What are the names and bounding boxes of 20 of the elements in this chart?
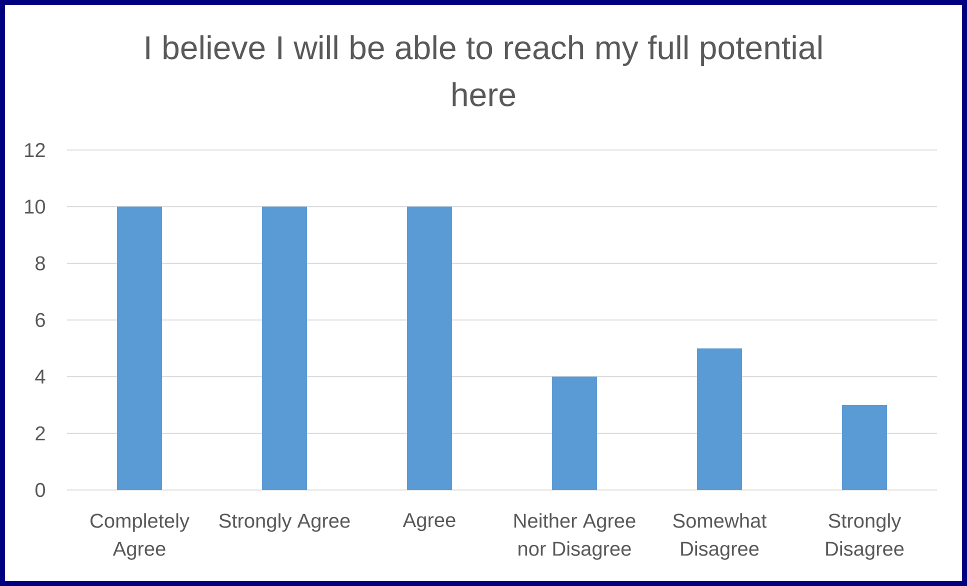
y-tick-label: 12 [25, 143, 45, 157]
y-tick-label: 8 [36, 256, 45, 270]
chart-title: I believe I will be able to reach my full potential here [146, 35, 822, 106]
y-tick-label: 6 [36, 312, 45, 328]
x-tick-label: Neither Agree nor Disagree [514, 513, 636, 560]
x-tick-label: Strongly Agree [219, 513, 350, 532]
bar [262, 206, 308, 490]
bar [117, 206, 162, 490]
y-tick-label: 0 [35, 482, 46, 498]
bar [697, 348, 742, 490]
bar [552, 376, 598, 490]
y-tick-label: 2 [36, 426, 45, 440]
x-tick-label: Agree [402, 513, 456, 532]
y-tick-label: 4 [35, 370, 46, 384]
bar [407, 206, 452, 490]
y-tick-label: 10 [25, 200, 46, 214]
x-tick-label: Strongly Disagree [826, 513, 904, 560]
x-tick-label: Somewhat Disagree [673, 513, 767, 560]
bar [842, 404, 887, 490]
x-tick-label: Completely Agree [90, 513, 190, 560]
